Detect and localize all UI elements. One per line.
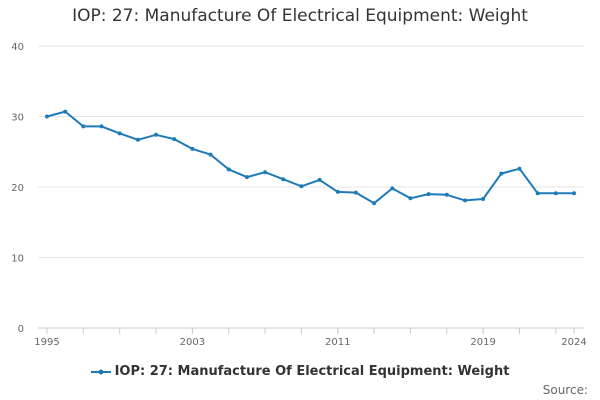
data-point (135, 137, 140, 142)
legend-label: IOP: 27: Manufacture Of Electrical Equip… (114, 364, 510, 379)
series-layer (45, 109, 576, 206)
data-point (117, 131, 122, 136)
data-point (390, 186, 395, 191)
data-point (499, 171, 504, 176)
grid-lines (38, 45, 584, 258)
x-tick-label: 2011 (325, 337, 350, 348)
legend-swatch-icon (90, 369, 111, 374)
y-tick-label: 10 (11, 254, 24, 265)
chart-title: IOP: 27: Manufacture Of Electrical Equip… (72, 6, 528, 26)
data-point (553, 191, 558, 196)
data-point (408, 196, 413, 201)
data-point (154, 132, 158, 137)
y-tick-label: 40 (11, 42, 24, 53)
data-point (444, 192, 449, 197)
data-point (263, 170, 268, 175)
x-tick-label: 2019 (470, 337, 495, 348)
data-point (45, 114, 49, 119)
data-point (281, 177, 286, 182)
data-point (353, 190, 358, 195)
data-point (226, 167, 231, 172)
data-point (63, 109, 68, 114)
x-tick-label: 2003 (180, 337, 205, 348)
source-label: Source: (542, 383, 588, 397)
data-point (335, 189, 340, 194)
data-point (572, 191, 576, 196)
data-point (426, 192, 431, 197)
data-point (99, 124, 104, 129)
data-point (190, 146, 195, 151)
data-point (463, 198, 467, 203)
y-tick-label: 0 (18, 324, 24, 335)
x-tick-label: 2024 (561, 337, 586, 348)
data-point (517, 166, 522, 171)
data-point (481, 197, 486, 201)
data-point (172, 137, 177, 142)
data-point (208, 152, 213, 157)
series-line (46, 110, 574, 205)
y-tick-label: 30 (11, 113, 24, 124)
data-point (299, 184, 304, 189)
y-tick-label: 20 (11, 183, 24, 194)
data-point (535, 191, 540, 196)
x-tick-label: 1995 (34, 337, 59, 348)
data-point (317, 177, 322, 182)
legend[interactable]: IOP: 27: Manufacture Of Electrical Equip… (0, 364, 600, 379)
data-point (372, 201, 377, 206)
axes: 0 10 20 30 40 1995 2003 2011 2019 2024 (11, 42, 586, 348)
data-point (244, 175, 249, 180)
data-point (81, 124, 86, 129)
